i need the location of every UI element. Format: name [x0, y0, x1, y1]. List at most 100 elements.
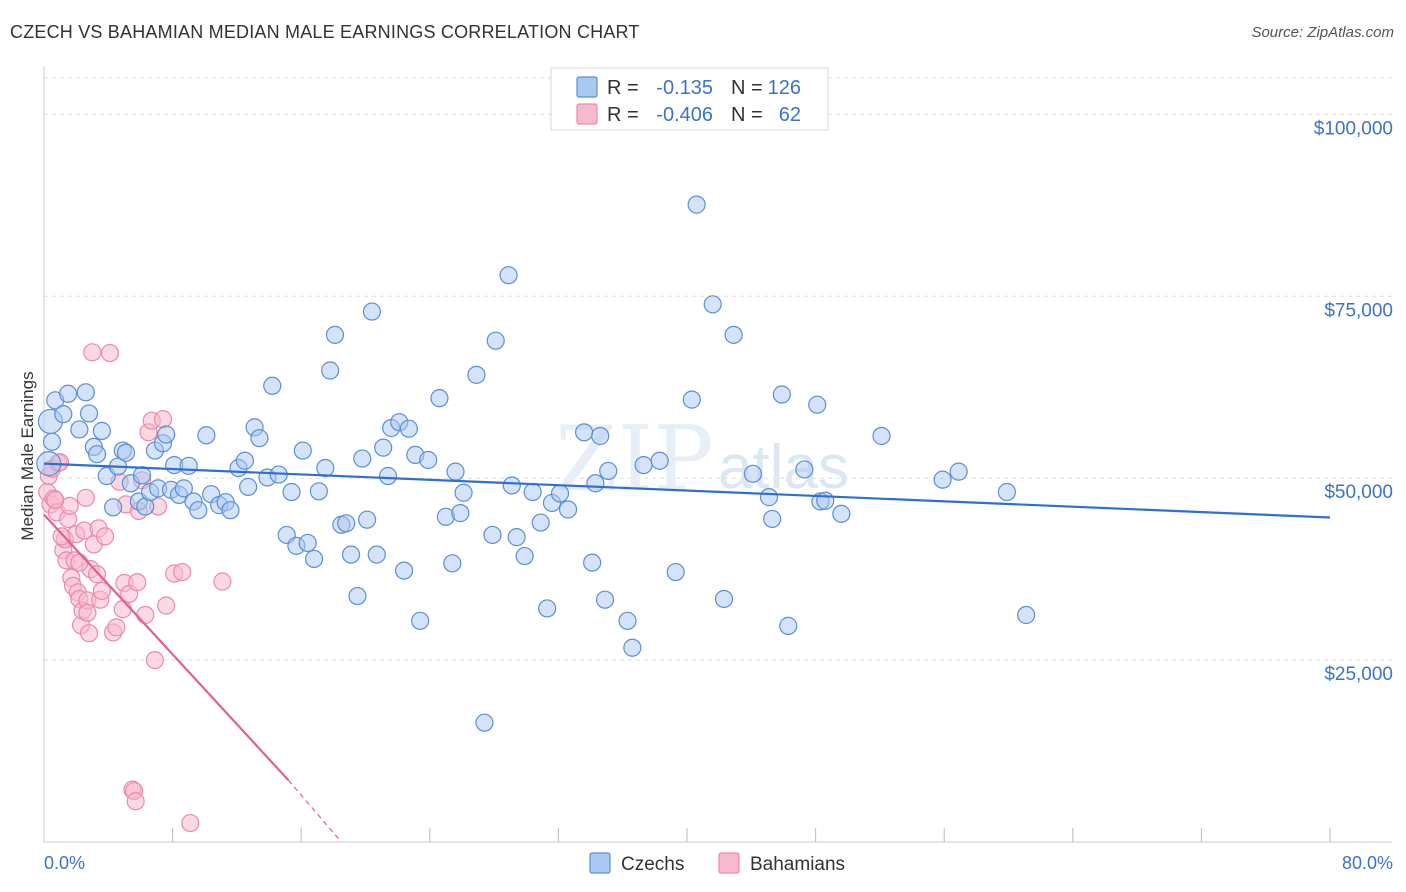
- czech-point: [325, 325, 345, 344]
- bahamian-point: [76, 488, 95, 507]
- czech-point: [341, 545, 361, 564]
- czech-point: [467, 365, 486, 384]
- bahamian-point: [128, 573, 147, 592]
- czech-point: [282, 482, 301, 502]
- bahamian-point: [213, 572, 232, 591]
- czech-point: [132, 466, 152, 485]
- bahamian-legend-swatch: [576, 103, 598, 125]
- y-tick-label: $75,000: [1324, 300, 1393, 321]
- czech-point: [189, 501, 208, 520]
- bahamian-trend-line: [43, 513, 290, 781]
- czech-point: [419, 450, 438, 470]
- czech-point: [59, 384, 78, 403]
- czech-point: [618, 611, 637, 630]
- czech-point: [92, 421, 111, 440]
- bahamian-trend-extension: [287, 779, 342, 843]
- czech-point: [197, 426, 216, 445]
- czech-point: [575, 423, 594, 442]
- czech-point: [558, 500, 578, 519]
- czech-point: [763, 509, 782, 529]
- grid-lines: [44, 77, 1392, 661]
- czech-point: [550, 484, 570, 503]
- bahamian-point: [52, 527, 71, 546]
- czech-point: [795, 460, 814, 479]
- y-tick-label: $100,000: [1314, 118, 1393, 139]
- czech-point: [666, 562, 685, 582]
- czech-point: [816, 491, 835, 510]
- czech-point: [779, 616, 798, 635]
- y-tick-label: $25,000: [1324, 664, 1393, 685]
- bahamian-bottom-swatch: [718, 852, 740, 874]
- czech-point: [454, 483, 473, 502]
- czech-point: [687, 195, 706, 214]
- czech-point: [933, 470, 952, 489]
- bahamian-point: [46, 490, 65, 510]
- bahamian-point: [136, 605, 155, 625]
- czech-point: [507, 528, 526, 547]
- bahamian-point: [126, 792, 145, 811]
- bahamian-point: [145, 650, 165, 670]
- axis-ticks: $25,000 $50,000 $75,000 $100,000 0.0% 80.0%: [44, 118, 1393, 873]
- czech-trend-line: [43, 462, 1331, 519]
- czech-point: [430, 389, 449, 408]
- czech-point: [394, 561, 414, 580]
- czech-point: [515, 546, 534, 566]
- trend-lines: [43, 462, 1331, 843]
- czech-point: [531, 513, 550, 532]
- chart-title: CZECH VS BAHAMIAN MEDIAN MALE EARNINGS C…: [10, 22, 640, 42]
- czech-point: [79, 404, 99, 423]
- czech-point: [293, 441, 312, 460]
- legend-r-label-bahamian: R =: [607, 104, 639, 126]
- bahamian-point: [153, 410, 173, 429]
- czech-point: [70, 420, 89, 439]
- czech-point: [250, 429, 269, 448]
- czech-point: [309, 482, 328, 501]
- czech-point: [743, 464, 763, 483]
- bahamian-point: [181, 813, 200, 833]
- czech-point: [399, 419, 419, 438]
- bahamian-point: [92, 581, 111, 601]
- czech-point: [682, 390, 701, 409]
- czech-points: [36, 195, 1036, 732]
- czech-point: [724, 325, 743, 344]
- series-legend: Czechs Bahamians: [589, 852, 845, 875]
- czech-point: [583, 553, 602, 572]
- czech-point: [337, 514, 356, 533]
- czech-point: [772, 385, 791, 404]
- czech-point: [486, 331, 505, 350]
- czech-point: [759, 488, 779, 507]
- czech-point: [42, 432, 62, 451]
- czech-point: [116, 443, 136, 462]
- czech-point: [378, 466, 398, 486]
- czech-point: [872, 426, 891, 446]
- czech-point: [367, 545, 386, 564]
- czech-point: [239, 477, 258, 497]
- legend-n-value-bahamian: 62: [779, 104, 801, 126]
- bahamian-point: [78, 603, 97, 622]
- czech-point: [483, 525, 502, 545]
- source-label: Source: ZipAtlas.com: [1251, 24, 1394, 41]
- czech-point: [348, 586, 367, 606]
- czech-point: [650, 451, 669, 470]
- czech-bottom-swatch: [589, 852, 611, 874]
- czech-point: [595, 590, 615, 609]
- legend-r-value-czech: -0.135: [656, 77, 713, 99]
- bahamian-point: [79, 624, 99, 643]
- czech-legend-label: Czechs: [621, 854, 684, 875]
- czech-point: [298, 533, 317, 553]
- czech-point: [221, 501, 240, 520]
- czech-point: [358, 510, 377, 529]
- czech-point: [623, 638, 642, 657]
- czech-point: [179, 456, 198, 475]
- czech-point: [1017, 605, 1036, 625]
- bahamian-point: [70, 553, 89, 572]
- czech-point: [703, 295, 722, 314]
- watermark-atlas: atlas: [718, 433, 849, 502]
- legend-n-value-czech: 126: [768, 77, 801, 99]
- czech-point: [591, 426, 610, 446]
- czech-point: [949, 462, 968, 481]
- czech-point: [538, 599, 557, 618]
- czech-point: [54, 405, 73, 424]
- czech-point: [502, 476, 521, 495]
